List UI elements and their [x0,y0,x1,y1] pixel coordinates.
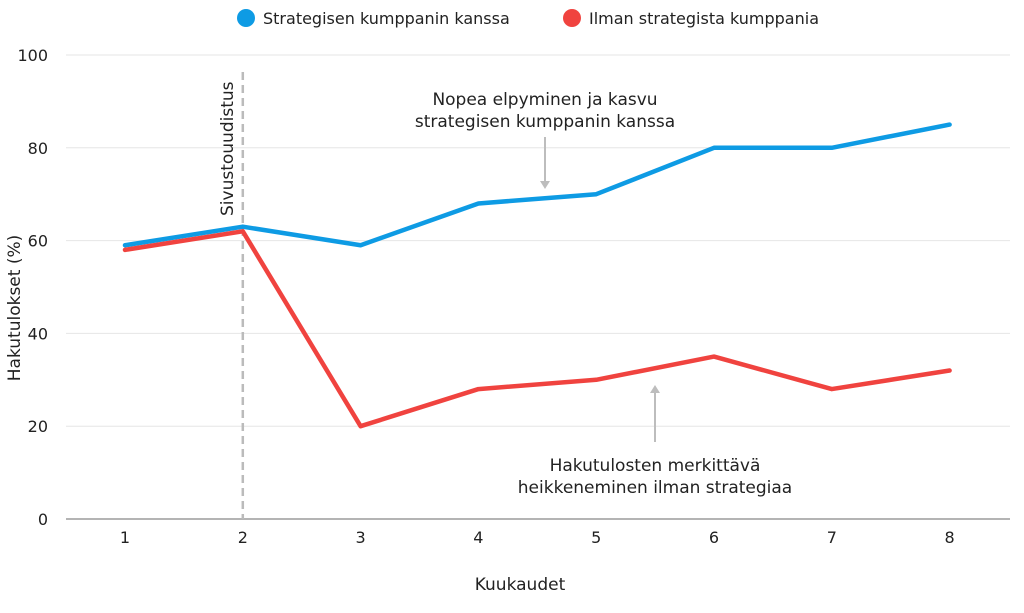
x-tick-label: 5 [591,528,601,547]
x-tick-label: 2 [238,528,248,547]
annotation-growth: Nopea elpyminen ja kasvu strategisen kump… [415,90,675,132]
annotation-decline: Hakutulosten merkittävä heikkeneminen ilm… [518,456,792,498]
y-tick-label: 100 [17,46,48,65]
annotations: Nopea elpyminen ja kasvu strategisen kump… [415,90,792,498]
y-tick-label: 40 [28,324,48,343]
y-axis-label: Hakutulokset (%) [5,235,25,382]
y-axis-ticks: 0 20 40 60 80 100 [17,46,48,529]
x-tick-label: 1 [120,528,130,547]
series-group [122,122,952,429]
series-line-1 [122,122,952,248]
x-axis-ticks: 1 2 3 4 5 6 7 8 [120,528,955,547]
x-tick-label: 8 [945,528,955,547]
legend-label-1: Strategisen kumppanin kanssa [263,9,510,28]
x-axis-label: Kuukaudet [475,575,566,595]
x-tick-label: 3 [356,528,366,547]
series-line-2 [122,229,952,429]
y-tick-label: 20 [28,417,48,436]
legend-swatch-1 [237,9,255,27]
y-tick-label: 80 [28,139,48,158]
grid [66,54,1010,427]
annotation-arrowhead-growth [540,181,550,189]
x-tick-label: 4 [473,528,483,547]
legend: Strategisen kumppanin kanssa Ilman strate… [237,9,819,28]
event-marker-label: Sivustouudistus [218,81,238,216]
legend-swatch-2 [563,9,581,27]
annotation-arrowhead-decline [650,385,660,393]
x-tick-label: 7 [827,528,837,547]
y-tick-label: 0 [38,510,48,529]
legend-label-2: Ilman strategista kumppania [589,9,819,28]
x-tick-label: 6 [709,528,719,547]
y-tick-label: 60 [28,232,48,251]
